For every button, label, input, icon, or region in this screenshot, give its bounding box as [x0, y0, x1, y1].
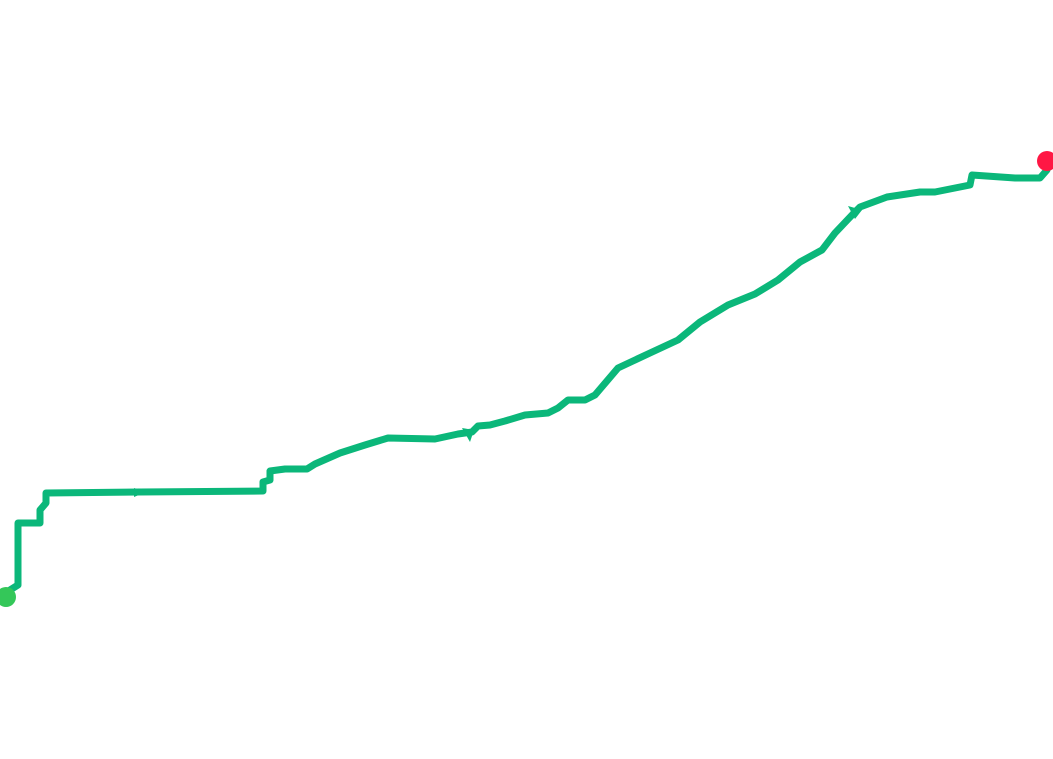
direction-arrow	[848, 206, 862, 219]
end-marker[interactable]	[1037, 151, 1053, 171]
direction-arrow	[462, 428, 474, 442]
direction-arrow	[134, 488, 146, 497]
start-marker[interactable]	[0, 587, 16, 607]
